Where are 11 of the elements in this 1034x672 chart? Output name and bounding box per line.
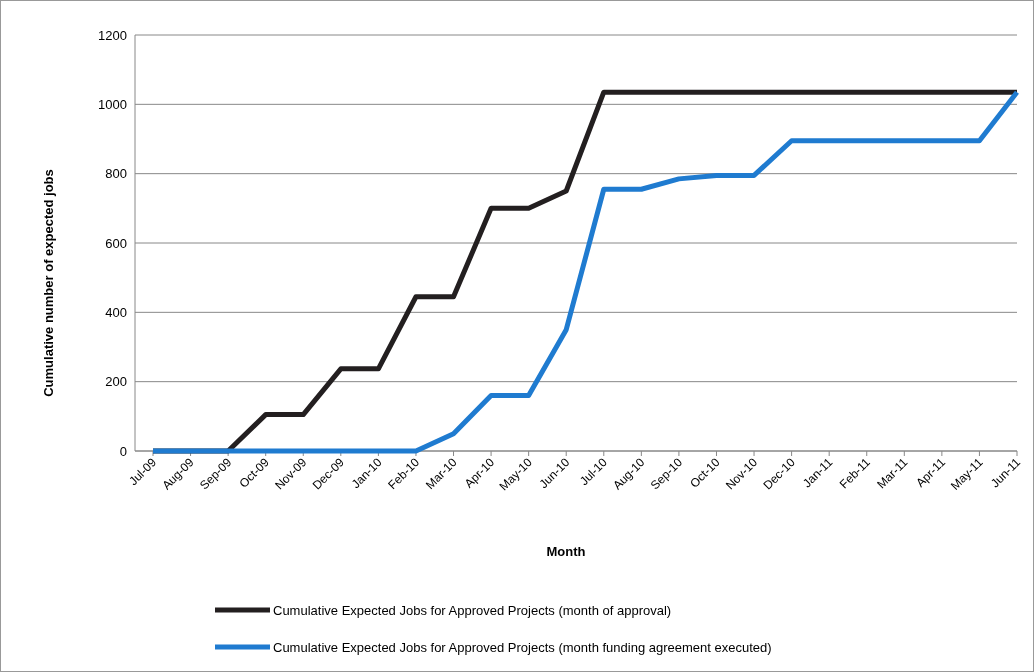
x-axis-title: Month — [546, 544, 586, 559]
y-tick-label: 600 — [105, 235, 127, 251]
y-axis-title: Cumulative number of expected jobs — [41, 169, 56, 397]
legend-label: Cumulative Expected Jobs for Approved Projects (month of approval) — [273, 602, 672, 618]
y-tick-label: 1200 — [98, 27, 127, 43]
y-tick-label: 800 — [105, 166, 127, 182]
y-tick-label: 0 — [119, 443, 127, 459]
y-tick-label: 1000 — [98, 96, 127, 112]
y-tick-label: 200 — [105, 374, 127, 390]
legend-label: Cumulative Expected Jobs for Approved Projects (month funding agreement executed) — [273, 639, 772, 655]
y-tick-label: 400 — [105, 304, 127, 320]
